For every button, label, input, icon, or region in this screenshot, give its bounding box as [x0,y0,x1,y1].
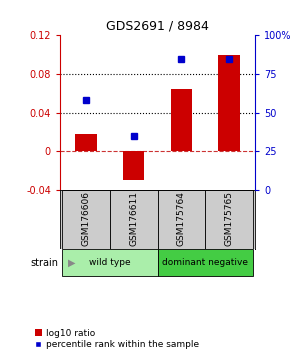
Text: GSM176611: GSM176611 [129,191,138,246]
Bar [205,190,253,249]
Bar [62,190,110,249]
Text: ▶: ▶ [68,258,76,268]
Text: wild type: wild type [89,258,131,267]
Text: GSM176606: GSM176606 [82,191,91,246]
Bar [171,88,192,151]
Text: GSM175765: GSM175765 [224,191,233,246]
Bar [123,151,144,180]
Bar [158,190,205,249]
Text: strain: strain [31,258,58,268]
Bar [62,249,158,276]
Text: dominant negative: dominant negative [162,258,248,267]
Title: GDS2691 / 8984: GDS2691 / 8984 [106,20,209,33]
Bar [110,190,158,249]
Text: GSM175764: GSM175764 [177,191,186,246]
Bar [158,249,253,276]
Bar [218,55,239,151]
Bar [76,134,97,151]
Legend: log10 ratio, percentile rank within the sample: log10 ratio, percentile rank within the … [34,329,200,349]
